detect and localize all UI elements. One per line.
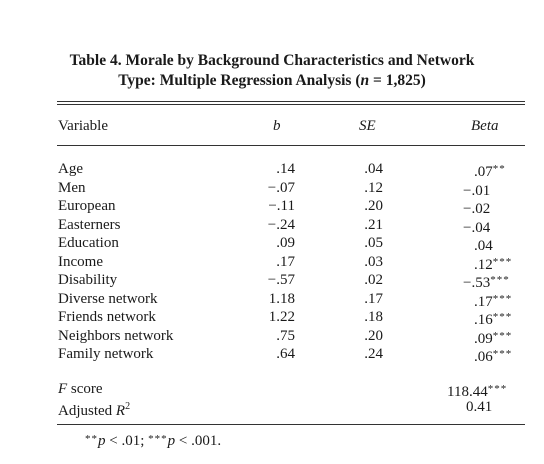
row-variable: European <box>58 198 116 214</box>
row-beta-cell: .04 <box>474 234 493 256</box>
row-b-value: −.11 <box>268 198 295 214</box>
row-b-value: .09 <box>276 235 295 251</box>
row-variable: Men <box>58 179 86 196</box>
row-significance-stars: *** <box>492 255 513 268</box>
row-significance-stars: ** <box>492 163 506 175</box>
adjusted-r2-exponent: 2 <box>125 401 131 412</box>
note-p-1: p <box>98 433 106 449</box>
adjusted-r2-value: 0.41 <box>466 399 493 415</box>
row-beta-cell: −.53*** <box>463 271 510 293</box>
row-beta-cell: .16*** <box>474 308 512 330</box>
row-variable: Education <box>58 235 119 251</box>
row-variable: Friends network <box>58 309 156 325</box>
row-beta-value: .16 <box>474 312 493 328</box>
fscore-symbol: F <box>58 381 68 397</box>
fscore-label: F score <box>58 380 103 399</box>
row-beta-cell: .17*** <box>474 290 512 312</box>
row-beta-cell: −.04 <box>463 216 490 238</box>
bottom-rule <box>57 424 525 425</box>
row-beta-value: .07 <box>474 164 493 180</box>
row-se-value: .17 <box>364 290 383 307</box>
row-b-value: −.07 <box>267 179 295 196</box>
row-significance-stars: *** <box>490 274 510 286</box>
row-beta-value: .04 <box>474 238 493 254</box>
header-beta: Beta <box>471 118 499 134</box>
significance-note: **p < .01; ***p < .001. <box>85 430 221 450</box>
row-beta-cell: −.01 <box>463 179 490 201</box>
row-beta-cell: .09*** <box>474 327 512 349</box>
top-rule-upper <box>57 101 525 102</box>
row-variable: Easterners <box>58 216 121 233</box>
row-significance-stars: *** <box>492 292 513 305</box>
row-se-value: .20 <box>364 327 383 344</box>
header-variable: Variable <box>58 118 108 134</box>
row-variable: Family network <box>58 346 154 362</box>
row-se-value: .12 <box>364 179 383 196</box>
fscore-number: 118.44 <box>447 384 488 400</box>
row-b-value: 1.22 <box>268 309 295 325</box>
caption-n-symbol: n <box>360 72 370 89</box>
note-stars-1: ** <box>85 433 98 445</box>
caption-line-2: Type: Multiple Regression Analysis (n = … <box>0 71 544 91</box>
header-rule <box>57 145 525 146</box>
row-beta-cell: −.02 <box>463 197 490 219</box>
header-se: SE <box>359 118 376 134</box>
header-b: b <box>273 118 281 134</box>
fscore-value: 118.44*** <box>447 380 507 402</box>
adjusted-r2-symbol: R <box>115 403 126 419</box>
row-se-value: .20 <box>364 198 383 214</box>
row-b-value: .64 <box>276 346 295 362</box>
row-beta-cell: .07** <box>474 160 506 182</box>
note-text-2: < .001. <box>175 433 222 449</box>
row-variable: Neighbors network <box>58 327 174 344</box>
row-b-value: .17 <box>276 253 295 270</box>
row-beta-value: .17 <box>474 293 493 310</box>
row-se-value: .04 <box>364 161 383 177</box>
row-variable: Income <box>58 253 103 270</box>
fscore-label-suffix: score <box>67 381 103 397</box>
row-beta-cell: .12*** <box>474 253 512 275</box>
caption-line-1: Table 4. Morale by Background Characteri… <box>69 52 475 69</box>
row-se-value: .05 <box>364 235 383 251</box>
row-se-value: .02 <box>364 272 383 288</box>
row-beta-value: .12 <box>474 256 493 273</box>
row-b-value: .14 <box>276 161 295 177</box>
row-b-value: −.57 <box>267 272 295 288</box>
top-rule-lower <box>57 104 525 105</box>
caption-line-2-suffix: = 1,825) <box>369 72 426 89</box>
row-significance-stars: *** <box>492 311 513 323</box>
adjusted-r2-label: Adjusted R2 <box>58 398 130 421</box>
row-se-value: .24 <box>364 346 383 362</box>
row-beta-value: .09 <box>474 330 493 347</box>
adjusted-r2-text: Adjusted <box>58 403 116 419</box>
note-p-2: p <box>167 433 176 449</box>
row-variable: Diverse network <box>58 290 158 307</box>
row-beta-cell: .06*** <box>474 345 512 367</box>
row-se-value: .18 <box>364 309 383 325</box>
row-b-value: .75 <box>276 327 295 344</box>
row-significance-stars: *** <box>492 329 513 342</box>
fscore-stars: *** <box>487 383 508 395</box>
row-variable: Age <box>58 161 83 177</box>
row-variable: Disability <box>58 272 118 288</box>
row-se-value: .03 <box>364 253 383 270</box>
row-beta-value: −.01 <box>463 182 491 199</box>
row-beta-value: −.53 <box>463 275 491 291</box>
row-se-value: .21 <box>364 216 383 233</box>
row-beta-value: .06 <box>474 349 493 365</box>
note-stars-2: *** <box>148 433 168 445</box>
note-text-1: < .01; <box>105 433 149 449</box>
table-caption: Table 4. Morale by Background Characteri… <box>0 51 544 91</box>
row-beta-value: −.04 <box>463 219 491 236</box>
row-b-value: −.24 <box>267 216 295 233</box>
row-significance-stars: *** <box>492 348 513 360</box>
row-beta-value: −.02 <box>463 201 491 217</box>
row-b-value: 1.18 <box>268 290 295 307</box>
caption-line-2-prefix: Type: Multiple Regression Analysis ( <box>118 72 361 89</box>
